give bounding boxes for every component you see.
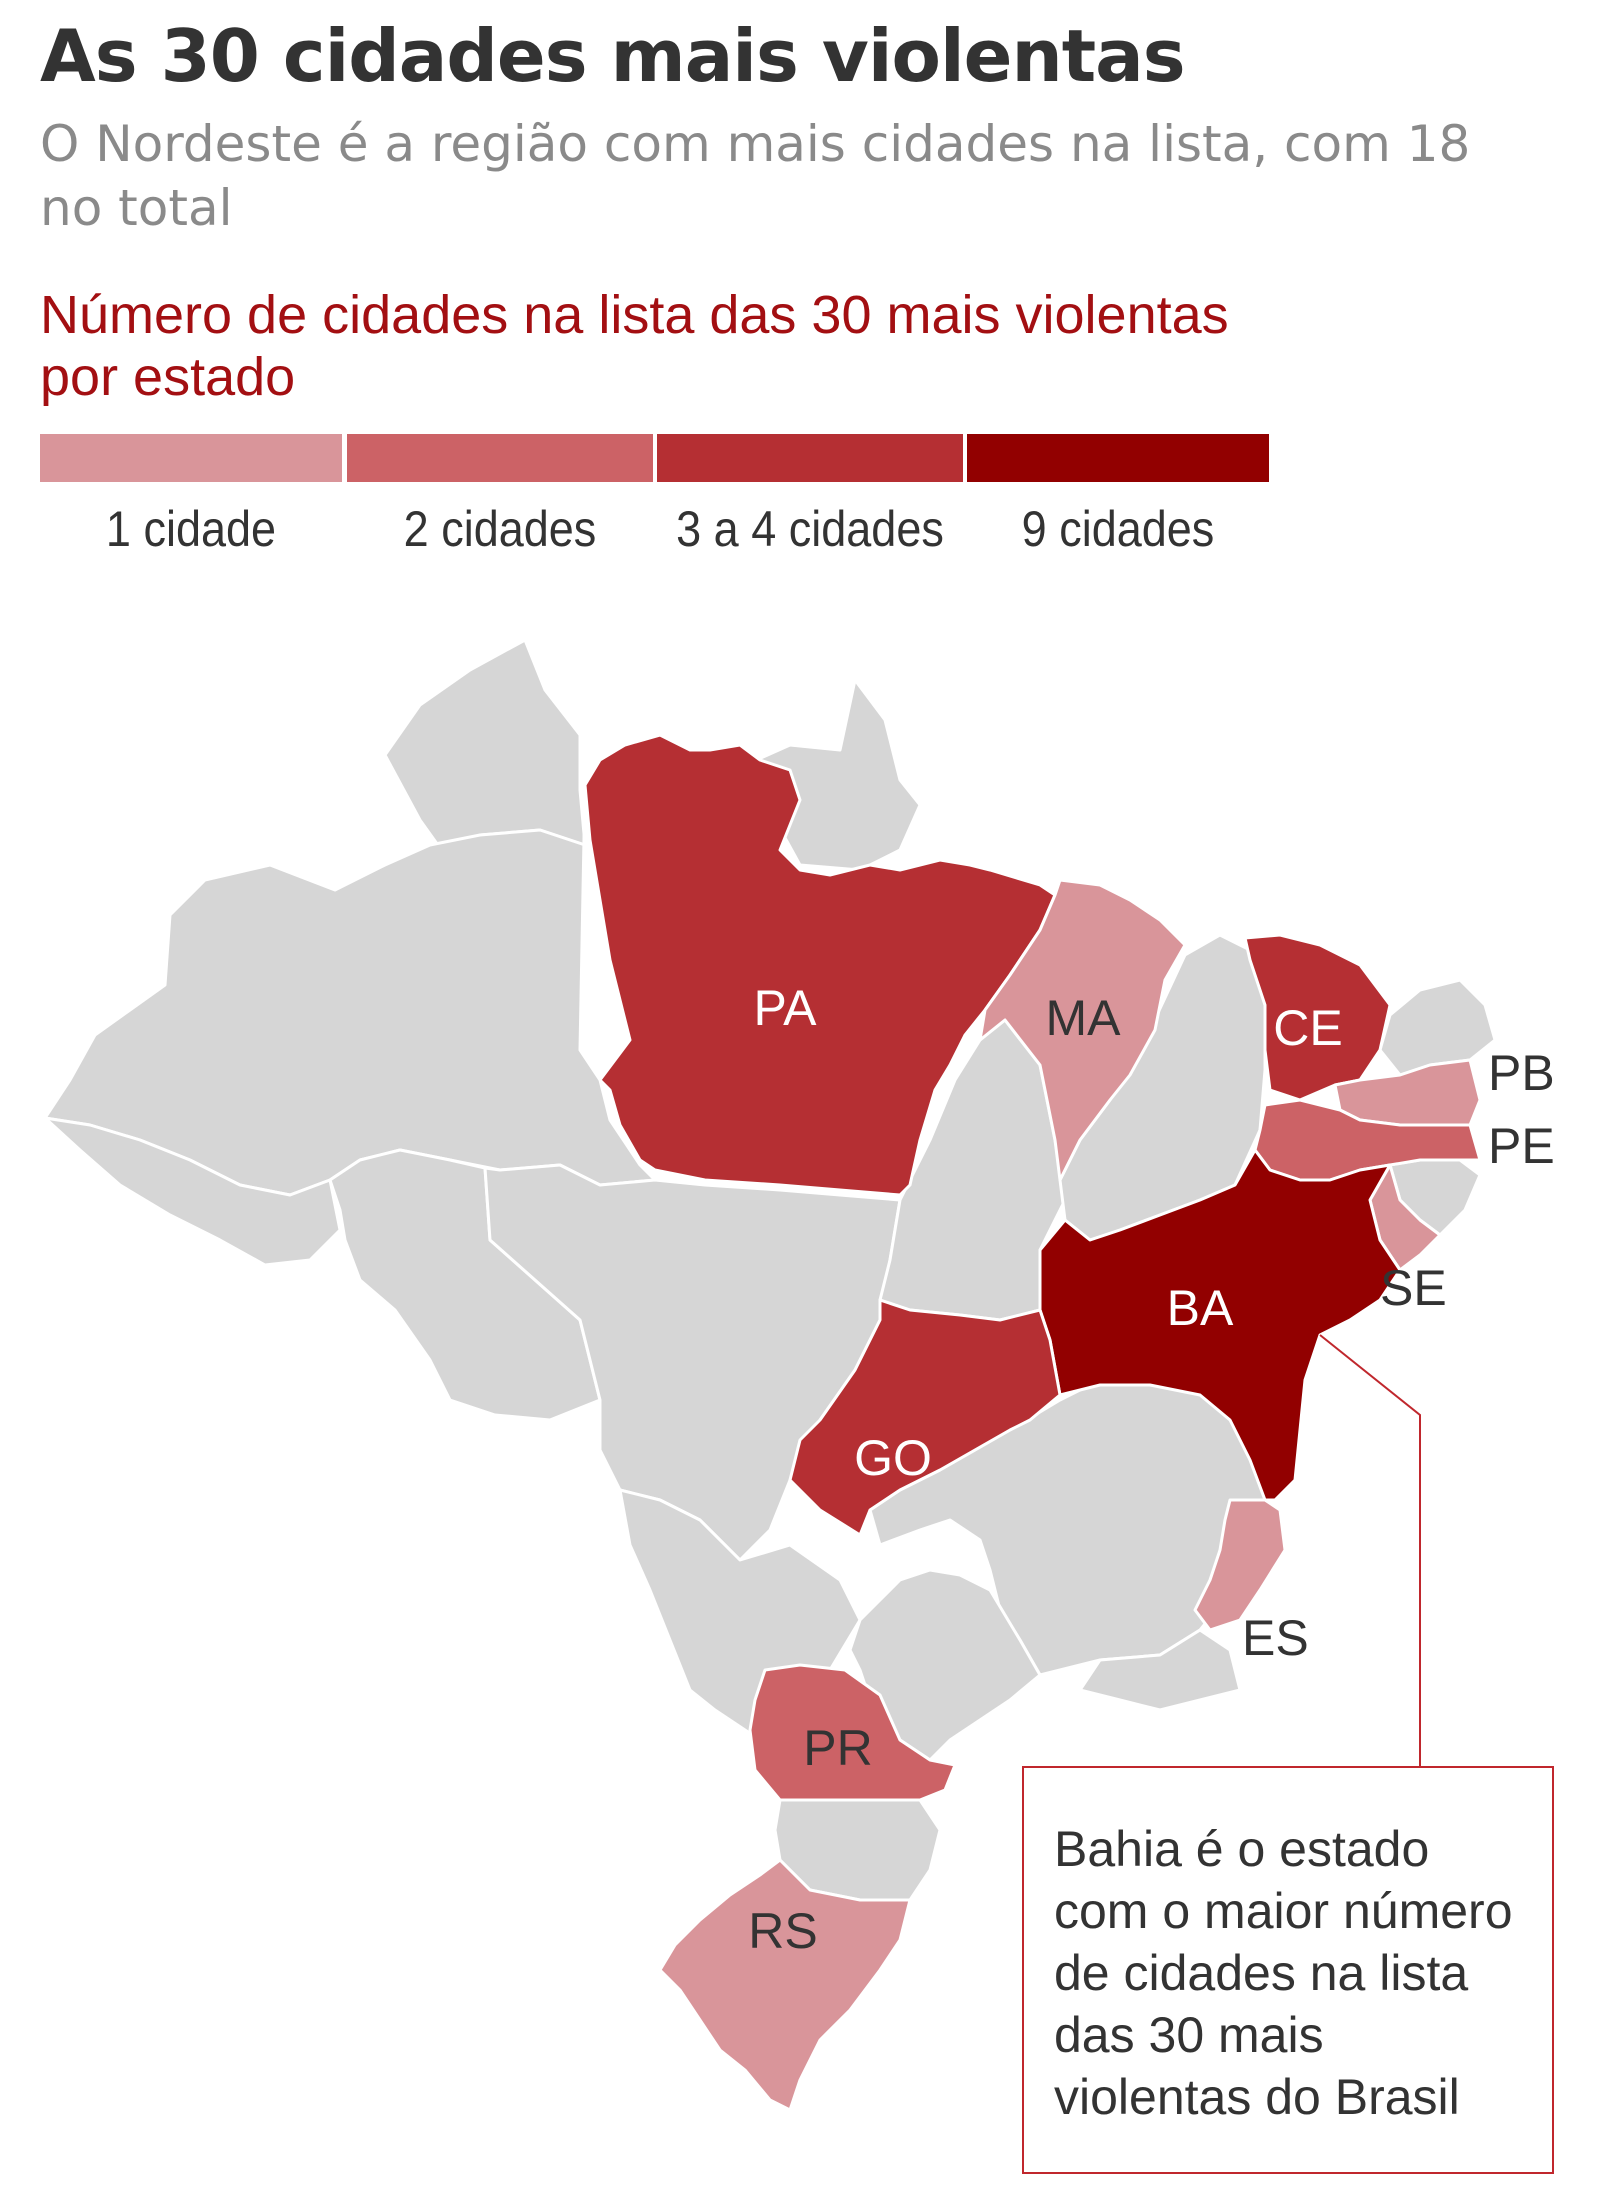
- state-label-pe: PE: [1488, 1118, 1555, 1174]
- region-rio-grande-do-norte: [1378, 978, 1497, 1077]
- legend-swatch-9-cidades: [967, 434, 1269, 482]
- brazil-map: PA MA CE PB PE SE BA GO ES PR RS: [43, 638, 1555, 2112]
- chart-title: As 30 cidades mais violentas: [40, 14, 1186, 98]
- region-roraima: [383, 638, 587, 857]
- state-ma: [978, 878, 1187, 1182]
- legend-label-3-a-4-cidades: 3 a 4 cidades: [676, 501, 944, 557]
- legend-label-9-cidades: 9 cidades: [1021, 501, 1215, 557]
- region-rondonia: [328, 1148, 602, 1422]
- legend-swatch-3-a-4-cidades: [657, 434, 963, 482]
- legend-title: Número de cidades na lista das 30 mais v…: [40, 285, 1229, 407]
- state-label-se: SE: [1380, 1260, 1447, 1316]
- legend-swatch-1-cidade: [40, 434, 342, 482]
- legend-label-2-cidades: 2 cidades: [403, 501, 597, 557]
- state-es: [1193, 1498, 1287, 1632]
- region-amazonas: [43, 783, 657, 1197]
- state-label-ba: BA: [1167, 1280, 1234, 1336]
- state-go: [788, 1298, 1062, 1537]
- state-label-go: GO: [854, 1430, 932, 1486]
- callout-box: Bahia é o estado com o maior número de c…: [1022, 1766, 1554, 2174]
- state-label-rs: RS: [748, 1903, 817, 1959]
- region-acre: [43, 1116, 342, 1267]
- legend-label-1-cidade: 1 cidade: [105, 501, 277, 557]
- state-ba: [1038, 1148, 1402, 1502]
- state-rs: [658, 1858, 912, 2112]
- legend-swatch-2-cidades: [347, 434, 653, 482]
- state-label-pb: PB: [1488, 1045, 1555, 1101]
- state-label-ma: MA: [1046, 990, 1122, 1046]
- state-label-pa: PA: [754, 980, 818, 1036]
- chart-subtitle: O Nordeste é a região com mais cidades n…: [40, 115, 1471, 237]
- region-rio-de-janeiro: [1078, 1628, 1242, 1712]
- callout-leader-line: [1319, 1334, 1421, 1766]
- state-pr: [748, 1663, 957, 1802]
- state-label-pr: PR: [803, 1720, 872, 1776]
- callout-text: Bahia é o estado com o maior número de c…: [1054, 1821, 1513, 2125]
- state-label-es: ES: [1242, 1610, 1309, 1666]
- state-label-ce: CE: [1273, 1000, 1342, 1056]
